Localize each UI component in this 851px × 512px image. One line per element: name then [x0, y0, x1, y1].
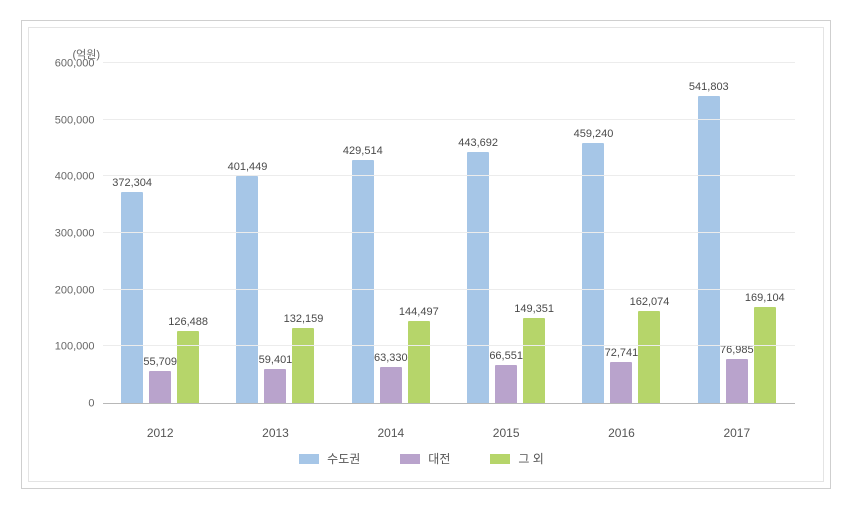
- bar: 541,803: [698, 96, 720, 403]
- bar-value-label: 443,692: [458, 137, 498, 149]
- bar-group: 541,803 76,985 169,104: [679, 64, 794, 403]
- bar: 55,709: [149, 371, 171, 403]
- bar-group: 459,24072,741162,074: [564, 64, 679, 403]
- legend-item: 그 외: [490, 450, 543, 467]
- bar-value-label: 72,741: [605, 347, 639, 359]
- chart-outer-frame: (억원) 0 100,000 200,000 300,000 400,000 500,00…: [21, 20, 831, 489]
- bar: 162,074: [638, 311, 660, 403]
- legend-label: 대전: [428, 450, 450, 467]
- chart-inner-frame: (억원) 0 100,000 200,000 300,000 400,000 500,00…: [28, 27, 824, 482]
- bar-group: 372,30455,709126,488: [103, 64, 218, 403]
- bar: 429,514: [352, 160, 374, 403]
- bar-groups: 372,30455,709126,488401,44959,401132,159…: [103, 64, 795, 403]
- bar: 72,741: [610, 362, 632, 403]
- x-tick-label: 2013: [218, 426, 333, 440]
- bar-value-label: 63,330: [374, 352, 408, 364]
- x-axis: 201220132014201520162017: [103, 426, 795, 440]
- bar: 76,985: [726, 359, 748, 403]
- bar: 63,330: [380, 367, 402, 403]
- gridline: [103, 175, 795, 176]
- x-tick-label: 2016: [564, 426, 679, 440]
- y-tick-label: 300,000: [55, 229, 95, 240]
- gridline: [103, 62, 795, 63]
- bar-value-label: 429,514: [343, 145, 383, 157]
- legend: 수도권 대전 그 외: [49, 450, 795, 467]
- y-tick-label: 600,000: [55, 59, 95, 70]
- bar-value-label: 126,488: [168, 316, 208, 328]
- legend-swatch: [400, 454, 420, 464]
- x-tick-label: 2012: [103, 426, 218, 440]
- bar: 459,240: [582, 143, 604, 403]
- legend-item: 수도권: [299, 450, 360, 467]
- gridline: [103, 232, 795, 233]
- bar: 169,104: [754, 307, 776, 403]
- bar-value-label: 541,803: [689, 81, 729, 93]
- bar-value-label: 459,240: [574, 128, 614, 140]
- legend-swatch: [299, 454, 319, 464]
- legend-item: 대전: [400, 450, 450, 467]
- bar: 66,551: [495, 365, 517, 403]
- bar-value-label: 132,159: [284, 313, 324, 325]
- x-tick-label: 2015: [448, 426, 563, 440]
- plot-area: 372,30455,709126,488401,44959,401132,159…: [103, 64, 795, 404]
- bar-value-label: 55,709: [143, 356, 177, 368]
- bar-group: 429,51463,330144,497: [333, 64, 448, 403]
- bar-value-label: 66,551: [489, 350, 523, 362]
- y-tick-label: 200,000: [55, 285, 95, 296]
- bar: 144,497: [408, 321, 430, 403]
- gridline: [103, 119, 795, 120]
- bar: 443,692: [467, 152, 489, 403]
- bar: 126,488: [177, 331, 199, 403]
- bar: 59,401: [264, 369, 286, 403]
- gridline: [103, 289, 795, 290]
- bar: 372,304: [121, 192, 143, 403]
- bar-group: 443,69266,551149,351: [448, 64, 563, 403]
- legend-swatch: [490, 454, 510, 464]
- y-tick-label: 0: [88, 399, 94, 410]
- bar: 132,159: [292, 328, 314, 403]
- legend-label: 그 외: [518, 450, 543, 467]
- y-tick-label: 400,000: [55, 172, 95, 183]
- plot-wrap: 0100,000200,000300,000400,000500,000600,…: [49, 64, 795, 420]
- y-axis: 0100,000200,000300,000400,000500,000600,…: [49, 64, 103, 404]
- bar-value-label: 144,497: [399, 306, 439, 318]
- bar-value-label: 162,074: [630, 296, 670, 308]
- y-axis-unit: (억원): [73, 46, 795, 62]
- legend-label: 수도권: [327, 450, 360, 467]
- bar-value-label: 401,449: [228, 161, 268, 173]
- bar-group: 401,44959,401132,159: [218, 64, 333, 403]
- bar-value-label: 169,104: [745, 292, 785, 304]
- x-tick-label: 2014: [333, 426, 448, 440]
- gridline: [103, 345, 795, 346]
- y-tick-label: 100,000: [55, 342, 95, 353]
- bar-value-label: 59,401: [259, 354, 293, 366]
- y-tick-label: 500,000: [55, 115, 95, 126]
- bar-value-label: 372,304: [112, 177, 152, 189]
- x-tick-label: 2017: [679, 426, 794, 440]
- bar: 149,351: [523, 318, 545, 403]
- bar-value-label: 149,351: [514, 303, 554, 315]
